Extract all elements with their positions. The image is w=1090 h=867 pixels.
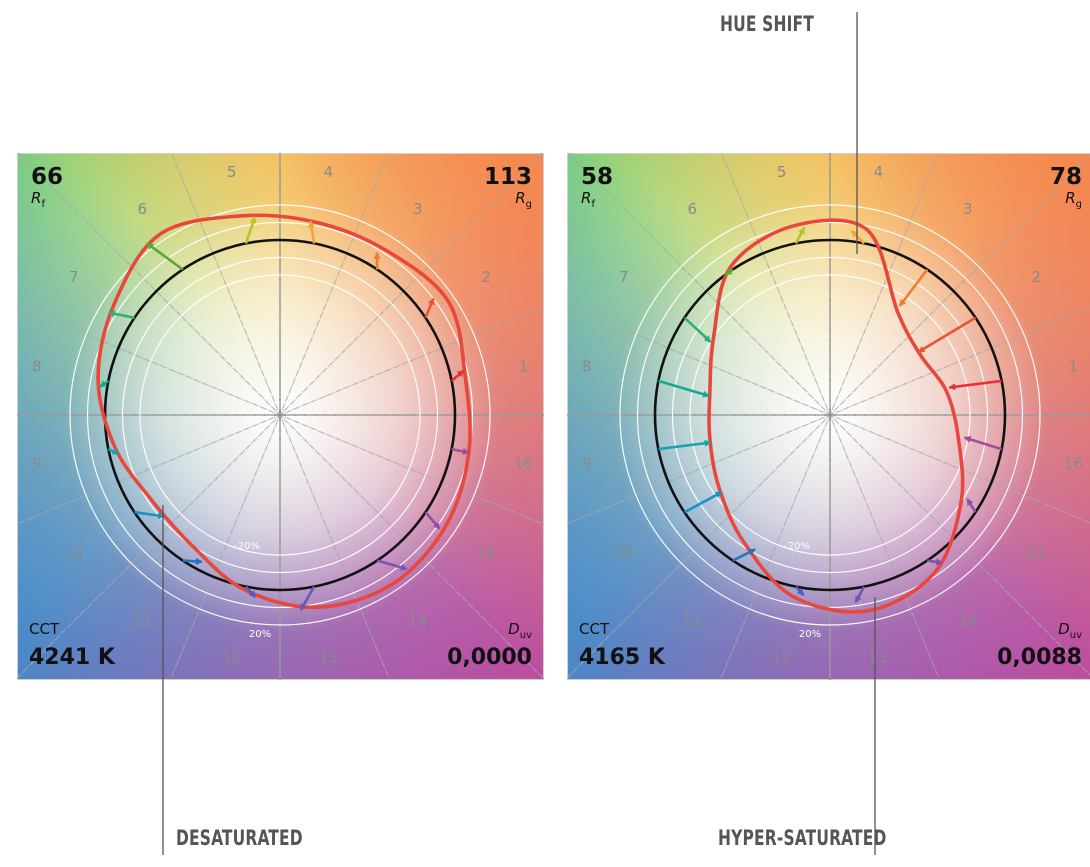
cct-label: CCT xyxy=(29,620,60,638)
rg-value: 113 xyxy=(484,164,532,190)
desaturated-callout: DESATURATED xyxy=(176,826,303,850)
color-shift-arrow xyxy=(183,561,202,562)
hue-bin-label: 6 xyxy=(137,200,147,218)
hue-bin-label: 14 xyxy=(408,612,427,630)
hue-bin-label: 7 xyxy=(619,268,629,286)
hue-bin-label: 12 xyxy=(222,649,241,667)
hue-shift-callout: HUE SHIFT xyxy=(720,12,814,36)
hue-bin-label: 13 xyxy=(319,649,338,667)
hyper-saturated-callout: HYPER-SATURATED xyxy=(718,826,887,850)
rf-value: 58 xyxy=(581,164,613,190)
ring-label-outer: 20% xyxy=(249,629,271,640)
hue-bin-label: 9 xyxy=(32,454,42,472)
cct-value: 4165 K xyxy=(579,645,666,670)
hue-bin-label: 10 xyxy=(64,544,83,562)
rg-value: 78 xyxy=(1050,164,1082,190)
hue-bin-label: 15 xyxy=(1027,544,1046,562)
hue-bin-label: 2 xyxy=(1031,268,1041,286)
hue-bin-label: 7 xyxy=(69,268,79,286)
hue-bin-label: 5 xyxy=(777,163,787,181)
hue-bin-label: 5 xyxy=(227,163,237,181)
hue-bin-label: 9 xyxy=(582,454,592,472)
hue-bin-label: 10 xyxy=(614,544,633,562)
hue-bin-label: 1 xyxy=(1068,358,1078,376)
hue-bin-label: 6 xyxy=(687,200,697,218)
hue-bin-label: 16 xyxy=(514,454,533,472)
cct-value: 4241 K xyxy=(29,645,116,670)
hue-bin-label: 3 xyxy=(963,200,973,218)
hue-bin-label: 11 xyxy=(133,612,152,630)
ring-label-inner: -20% xyxy=(234,541,260,552)
hue-bin-label: 16 xyxy=(1064,454,1083,472)
hue-bin-label: 15 xyxy=(477,544,496,562)
duv-value: 0,0088 xyxy=(997,645,1082,670)
hue-bin-label: 3 xyxy=(413,200,423,218)
ring-label-inner: -20% xyxy=(784,541,810,552)
hue-bin-label: 8 xyxy=(582,358,592,376)
hue-bin-label: 1 xyxy=(518,358,528,376)
hue-bin-label: 14 xyxy=(958,612,977,630)
ring-label-outer: 20% xyxy=(799,629,821,640)
rf-value: 66 xyxy=(31,164,63,190)
hue-bin-label: 8 xyxy=(32,358,42,376)
hue-bin-label: 13 xyxy=(869,649,888,667)
hue-bin-label: 11 xyxy=(683,612,702,630)
hue-bin-label: 2 xyxy=(481,268,491,286)
hue-bin-label: 4 xyxy=(324,163,334,181)
duv-value: 0,0000 xyxy=(447,645,532,670)
cct-label: CCT xyxy=(579,620,610,638)
hue-bin-label: 4 xyxy=(874,163,884,181)
hue-bin-label: 12 xyxy=(772,649,791,667)
